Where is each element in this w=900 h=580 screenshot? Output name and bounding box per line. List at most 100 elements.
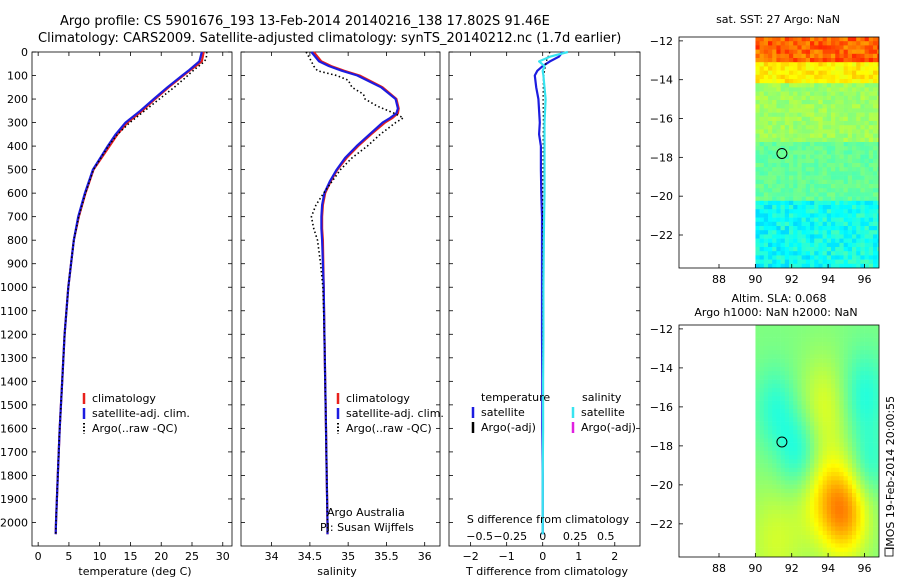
map-cell [768, 108, 773, 113]
map-cell [784, 226, 790, 231]
map-cell [772, 142, 777, 147]
map-cell [789, 417, 794, 422]
map-cell [793, 87, 798, 92]
map-cell [822, 463, 828, 469]
map-cell [835, 53, 840, 59]
map-cell [856, 100, 861, 105]
map-cell [814, 396, 819, 401]
map-cell [797, 333, 802, 338]
map-cell [839, 430, 844, 435]
map-cell [868, 392, 874, 397]
map-cell [826, 79, 832, 84]
map-cell [818, 362, 823, 368]
map-cell [831, 476, 836, 481]
map-cell [810, 247, 815, 252]
map-cell [805, 104, 811, 109]
map-cell [793, 221, 798, 227]
map-cell [852, 337, 857, 343]
map-cell [826, 95, 832, 101]
map-cell [784, 154, 790, 160]
map-cell [873, 400, 878, 406]
map-cell [772, 129, 777, 134]
map-cell [789, 425, 794, 431]
map-cell [797, 217, 802, 223]
map-cell [843, 509, 849, 515]
map-cell [759, 358, 765, 364]
map-cell [839, 200, 844, 206]
map-cell [772, 150, 777, 155]
map-cell [822, 329, 828, 334]
map-cell [789, 333, 794, 338]
map-cell [755, 62, 760, 67]
map-cell [776, 100, 781, 105]
map-cell [759, 467, 765, 473]
map-cell [847, 362, 853, 368]
map-cell [843, 150, 849, 155]
map-cell [839, 137, 844, 143]
map-cell [864, 430, 870, 435]
map-cell [801, 79, 807, 84]
map-cell [780, 463, 786, 469]
map-cell [801, 539, 807, 544]
map-cell [873, 137, 878, 143]
map-y-tick-label: −12 [650, 35, 673, 48]
map-cell [801, 501, 807, 506]
map-cell [818, 337, 823, 343]
map-cell [789, 413, 794, 418]
map-cell [873, 325, 878, 330]
map-cell [780, 62, 786, 67]
map-cell [839, 259, 844, 265]
map-cell [780, 263, 786, 268]
map-cell [772, 268, 777, 273]
map-cell [831, 530, 836, 536]
map-cell [818, 476, 823, 481]
map-cell [797, 472, 802, 477]
map-cell [801, 509, 807, 515]
map-cell [797, 196, 802, 202]
map-cell [801, 171, 807, 176]
map-cell [856, 41, 861, 46]
map-cell [847, 509, 853, 515]
map-cell [772, 184, 777, 189]
map-cell [784, 484, 790, 490]
map-cell [868, 383, 874, 389]
sla-map-title: Altim. SLA: 0.068 [731, 292, 826, 305]
map-cell [818, 341, 823, 347]
map-cell [755, 74, 760, 80]
map-cell [793, 268, 798, 273]
map-cell [810, 434, 815, 439]
map-cell [835, 205, 840, 210]
map-cell [776, 442, 781, 448]
map-cell [814, 539, 819, 544]
map-cell [755, 446, 760, 452]
map-cell [877, 337, 880, 343]
map-cell [877, 438, 880, 443]
map-cell [847, 79, 853, 84]
map-cell [835, 392, 840, 397]
map-cell [805, 463, 811, 469]
map-cell [852, 404, 857, 410]
map-cell [835, 417, 840, 422]
map-cell [835, 196, 840, 202]
map-cell [814, 179, 819, 185]
map-cell [860, 116, 865, 122]
map-cell [797, 455, 802, 460]
map-cell [784, 413, 790, 418]
map-cell [801, 91, 807, 97]
map-cell [801, 337, 807, 343]
map-cell [755, 104, 760, 109]
map-cell [847, 551, 853, 557]
map-cell [776, 413, 781, 418]
x-tick-label: 30 [216, 550, 230, 563]
map-cell [826, 213, 832, 218]
map-cell [776, 175, 781, 181]
map-cell [868, 129, 874, 134]
map-cell [843, 556, 849, 557]
map-cell [801, 53, 807, 59]
map-cell [839, 142, 844, 147]
map-cell [839, 421, 844, 427]
map-cell [814, 154, 819, 160]
map-cell [839, 104, 844, 109]
map-cell [818, 108, 823, 113]
map-cell [784, 184, 790, 189]
